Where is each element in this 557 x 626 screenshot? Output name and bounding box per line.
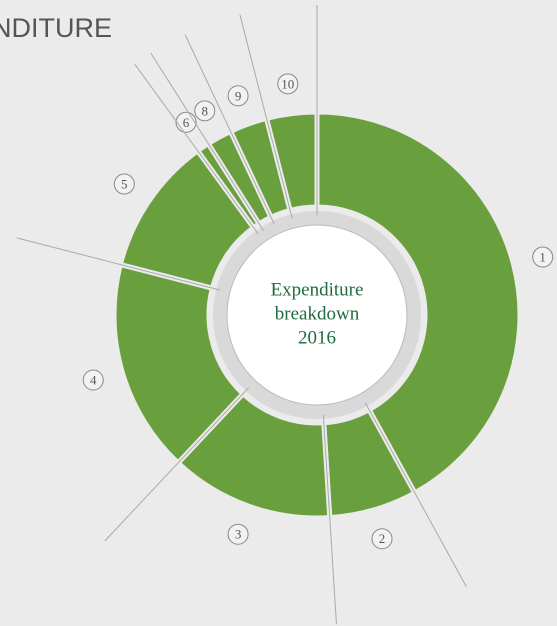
segment-label: 9 (235, 88, 242, 103)
segment-label: 6 (183, 115, 190, 130)
leader-line (104, 387, 249, 542)
label-badge (227, 523, 249, 545)
center-label: 2016 (298, 327, 336, 348)
segment-label: 4 (90, 373, 97, 388)
segment-label: 8 (202, 103, 209, 118)
label-badge (194, 100, 216, 122)
segment-label: 2 (379, 531, 386, 546)
leader-line (364, 402, 467, 587)
leader-line (16, 237, 221, 291)
center-circle (226, 224, 408, 406)
label-badge (277, 73, 299, 95)
center-label: breakdown (275, 303, 360, 324)
label-badge (113, 173, 135, 195)
chart-title: NDITURE (0, 13, 112, 43)
leader-line (322, 414, 337, 625)
leader-line (150, 52, 264, 231)
label-badge (227, 85, 249, 107)
segment (314, 109, 523, 497)
label-badge (371, 528, 393, 550)
segment-label: 1 (539, 250, 546, 265)
segment-label: 5 (121, 177, 128, 192)
segment-label: 3 (235, 527, 242, 542)
center-label: Expenditure (271, 279, 364, 300)
segment-label: 10 (281, 76, 294, 91)
leader-line (134, 63, 259, 235)
label-badge (82, 369, 104, 391)
label-badge (532, 246, 554, 268)
leader-line (184, 34, 275, 225)
leader-line (239, 14, 293, 219)
segment (111, 261, 247, 467)
